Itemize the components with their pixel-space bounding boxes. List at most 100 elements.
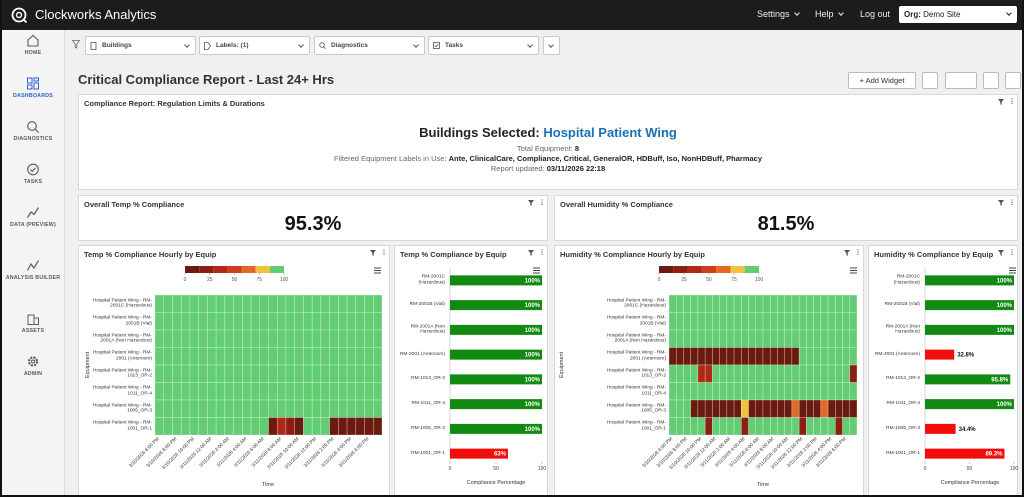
kpi-value: 95.3% <box>284 213 342 235</box>
delete-button[interactable] <box>1005 72 1021 89</box>
y-tick-label: RM-1005_OR-3 <box>886 426 920 432</box>
y-tick-label: Hospital Patient Wing - RM-1011_OR-4 <box>92 385 152 397</box>
summary-panel: Compliance Report: Regulation Limits & D… <box>78 94 1018 190</box>
nav-item[interactable]: HOME <box>2 34 64 57</box>
equipment-line: Total Equipment: 8 <box>79 144 1017 153</box>
labels-dropdown[interactable]: Labels: (1) <box>199 36 310 55</box>
org-value: Demo Site <box>923 10 961 19</box>
org-selector[interactable]: Org: Demo Site <box>899 6 1017 23</box>
nav-icon <box>27 163 39 176</box>
help-menu[interactable]: Help <box>815 9 843 19</box>
labels-label: Filtered Equipment Labels in Use: <box>333 154 447 163</box>
y-tick-label: Hospital Patient Wing - RM-1005_OR-3 <box>92 403 152 414</box>
copy-button[interactable] <box>922 72 938 89</box>
top-bar: Clockworks Analytics Settings Help Log o… <box>2 0 1022 30</box>
nav-label: ANALYSIS BUILDER <box>5 275 61 281</box>
kpi-panel: Overall Humidity % Compliance 81.5% <box>554 195 1018 241</box>
y-tick-label: Hospital Patient Wing - RM-1013_OR-2 <box>606 368 666 379</box>
buildings-dropdown[interactable]: Buildings <box>85 36 196 55</box>
buildings-line: Buildings Selected: Hospital Patient Win… <box>79 125 1017 140</box>
chart-panel: Humidity % Compliance Hourly by Equip <box>554 245 864 495</box>
kpi-value: 81.5% <box>757 213 815 235</box>
equipment-value: 8 <box>574 144 580 153</box>
settings-button[interactable] <box>983 72 999 89</box>
nav-item[interactable]: DIAGNOSTICS <box>2 120 64 143</box>
y-tick-label: Hospital Patient Wing - RM-1001_OR-1 <box>606 420 666 432</box>
panel-title: Temp % Compliance Hourly by Equip <box>84 250 217 259</box>
y-tick-label: Hospital Patient Wing - RM-1013_OR-2 <box>92 368 152 379</box>
panel-title: Overall Temp % Compliance <box>84 200 185 209</box>
app-name[interactable]: Clockworks Analytics <box>35 7 157 22</box>
labels-line: Filtered Equipment Labels in Use: Ante, … <box>79 154 1017 163</box>
updated-line: Report updated: 03/11/2026 22:18 <box>79 164 1017 173</box>
y-tick-label: Hospital Patient Wing - RM-2001 (Anteroo… <box>92 350 152 362</box>
tasks-dropdown[interactable]: Tasks <box>428 36 539 55</box>
y-tick-label: RM-1013_OR-2 <box>411 376 445 382</box>
y-tick-label: RM-1011_OR-4 <box>411 401 445 407</box>
updated-value: 03/11/2026 22:18 <box>546 164 606 173</box>
y-tick-label: RM-2001 (Anteroom) <box>874 351 920 357</box>
y-tick-label: Hospital Patient Wing - RM-2001A (Non Ha… <box>92 333 152 344</box>
updated-label: Report updated: <box>490 164 545 173</box>
y-tick-label: Hospital Patient Wing - RM-2001 (Anteroo… <box>606 350 666 362</box>
y-tick-label: Hospital Patient Wing - RM-2001A (Non Ha… <box>606 333 666 344</box>
dd-icon <box>90 42 97 50</box>
nav-icon <box>26 207 40 218</box>
logout-link[interactable]: Log out <box>860 9 891 19</box>
y-tick-label: Hospital Patient Wing - RM-1011_OR-4 <box>606 385 666 397</box>
dd-icon <box>204 42 211 50</box>
nav-icon <box>27 77 39 90</box>
nav-label: ASSETS <box>21 328 45 334</box>
y-tick-label: RM-1001_OR-1 <box>886 450 920 456</box>
page-title: Critical Compliance Report - Last 24+ Hr… <box>78 72 335 87</box>
dd-label: Tasks <box>445 42 463 49</box>
nav-icon <box>27 314 39 325</box>
nav-label: ADMIN <box>23 371 43 377</box>
y-tick-label: Hospital Patient Wing - RM-2001B (Vial) <box>606 315 666 327</box>
nav-label: TASKS <box>23 179 43 185</box>
nav-label: DASHBOARDS <box>13 93 53 99</box>
panel-title: Humidity % Compliance by Equip <box>874 250 994 259</box>
kpi-panel: Overall Temp % Compliance 95.3% <box>78 195 548 241</box>
dd-label: Diagnostics <box>331 42 368 49</box>
buildings-label: Buildings Selected: <box>419 125 540 140</box>
panel-title: Compliance Report: Regulation Limits & D… <box>84 99 265 108</box>
org-chevron <box>1002 6 1011 23</box>
nav-item[interactable]: DASHBOARDS <box>2 77 64 100</box>
save-filter-button[interactable] <box>543 36 560 55</box>
y-tick-label: Hospital Patient Wing - RM-2001C (Hazard… <box>606 298 666 309</box>
settings-menu[interactable]: Settings <box>757 9 799 19</box>
add-widget-button[interactable]: + Add Widget <box>848 72 916 89</box>
y-tick-label: RM-1005_OR-3 <box>411 426 445 432</box>
panel-title: Overall Humidity % Compliance <box>560 200 673 209</box>
nav-item[interactable]: TASKS <box>2 163 64 186</box>
labels-value: Ante, ClinicalCare, Compliance, Critical… <box>448 154 763 163</box>
dd-icon <box>433 42 440 49</box>
org-label: Org: <box>904 10 921 19</box>
dd-label: Buildings <box>102 42 132 49</box>
panel-title: Humidity % Compliance Hourly by Equip <box>560 250 706 259</box>
save-menu-button[interactable] <box>945 72 977 89</box>
nav-item[interactable]: ASSETS <box>2 312 64 335</box>
nav-item[interactable]: DATA (PREVIEW) <box>2 206 64 229</box>
nav-item[interactable]: ANALYSIS BUILDER <box>2 259 64 282</box>
app-logo[interactable] <box>10 6 28 24</box>
nav-icon <box>27 34 39 47</box>
y-tick-label: RM-2001A (Non Hazardous) <box>885 324 920 335</box>
y-tick-label: RM-2001B (Vial) <box>884 302 920 308</box>
y-tick-label: RM-1001_OR-1 <box>411 450 445 456</box>
nav-label: HOME <box>24 50 42 56</box>
nav-icon <box>27 121 39 133</box>
diagnostics-dropdown[interactable]: Diagnostics <box>314 36 425 55</box>
y-tick-label: RM-1013_OR-2 <box>886 376 920 382</box>
y-tick-label: Hospital Patient Wing - RM-2001B (Vial) <box>92 315 152 327</box>
y-tick-label: RM-2001C (Hazardous) <box>893 274 920 286</box>
buildings-value: Hospital Patient Wing <box>543 125 677 140</box>
filter-toggle[interactable] <box>72 40 80 49</box>
equipment-label: Total Equipment: <box>516 144 573 153</box>
nav-item[interactable]: ADMIN <box>2 355 64 378</box>
y-tick-label: RM-2001C (Hazardous) <box>418 274 445 286</box>
nav-icon <box>26 260 40 271</box>
nav-label: DIAGNOSTICS <box>13 136 53 142</box>
y-tick-label: RM-2001 (Anteroom) <box>399 351 445 357</box>
